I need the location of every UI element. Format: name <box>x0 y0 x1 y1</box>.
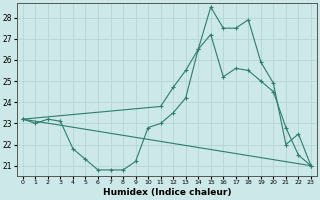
X-axis label: Humidex (Indice chaleur): Humidex (Indice chaleur) <box>103 188 231 197</box>
